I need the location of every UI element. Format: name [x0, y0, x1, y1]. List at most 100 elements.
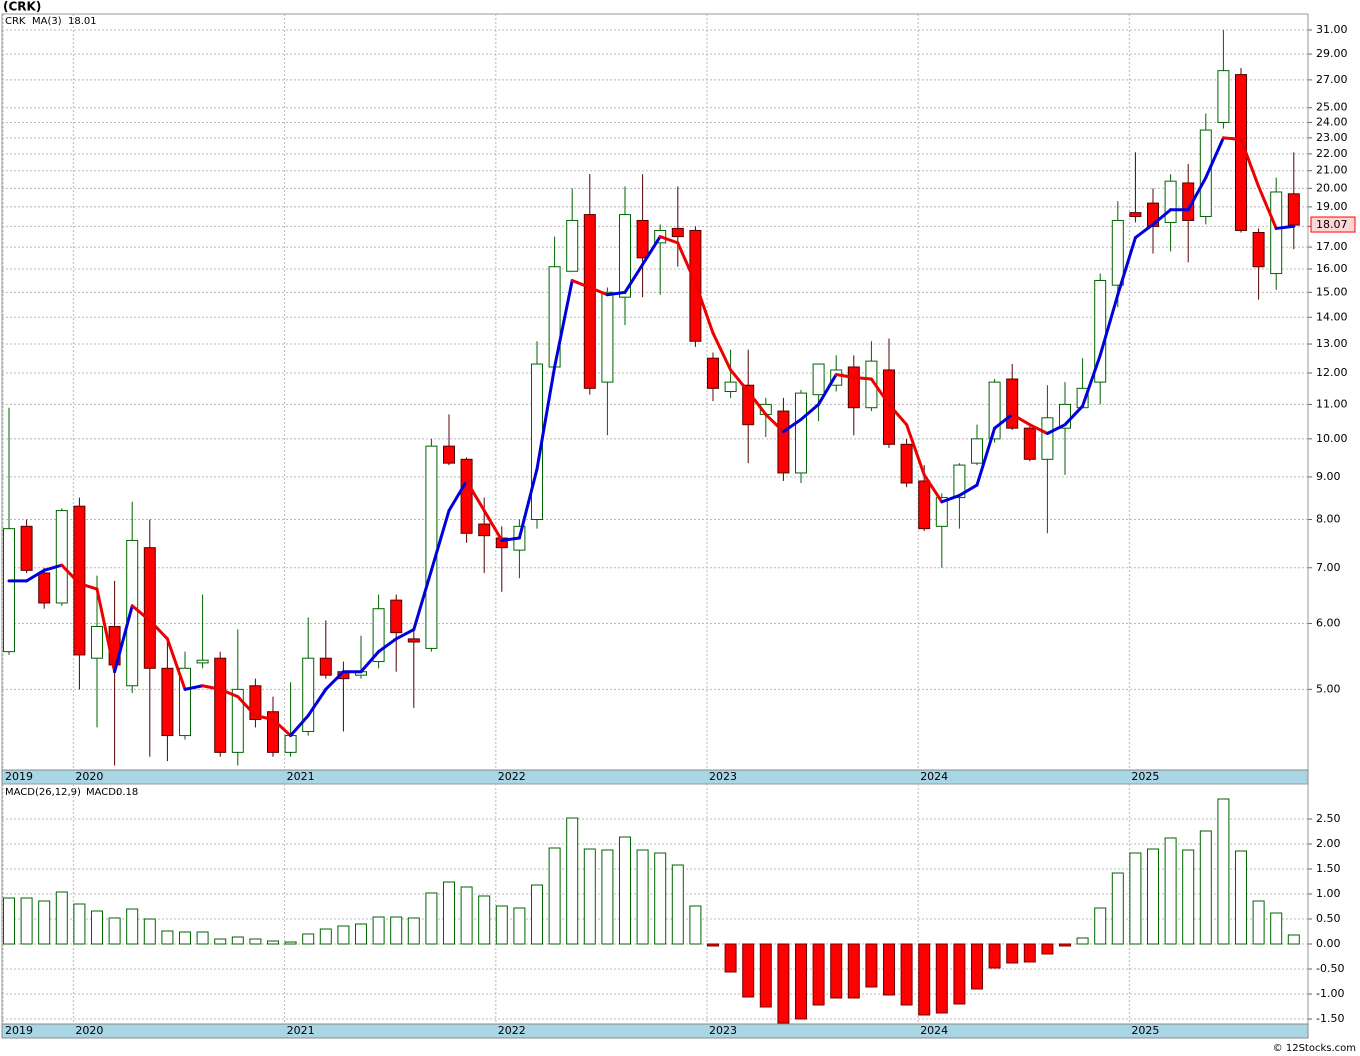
macd-bar — [988, 943, 1001, 969]
x-tick-label: 2021 — [287, 1024, 315, 1037]
x-tick-label: 2021 — [287, 770, 315, 783]
y-tick-label: 21.00 — [1316, 164, 1348, 177]
macd-bar — [1094, 907, 1107, 945]
candle-body — [847, 366, 860, 409]
candle-body — [55, 510, 68, 604]
ma-segment — [1098, 293, 1120, 357]
candle-body — [161, 667, 174, 737]
macd-bar — [619, 836, 631, 945]
ma-segment — [377, 637, 398, 654]
macd-bar — [55, 891, 68, 945]
macd-bar — [1252, 900, 1265, 945]
y-tick-label: -1.00 — [1316, 987, 1344, 1000]
macd-bar — [583, 848, 596, 945]
macd-bar — [654, 852, 667, 945]
macd-bar — [443, 881, 455, 945]
macd-bar — [689, 905, 702, 945]
y-tick-label: 16.00 — [1316, 262, 1348, 275]
candle-body — [1252, 232, 1265, 268]
y-tick-label: 15.00 — [1316, 285, 1348, 298]
candle-body — [284, 735, 297, 753]
legend-symbol: CRK — [5, 16, 26, 27]
ma-segment — [676, 241, 697, 285]
ma-segment — [1151, 208, 1173, 226]
y-tick-label: 1.00 — [1316, 887, 1341, 900]
candle-body — [918, 480, 931, 530]
ma-segment — [465, 479, 486, 513]
macd-bar — [3, 897, 15, 945]
ma-segment — [130, 604, 152, 622]
macd-bar — [671, 864, 684, 945]
macd-bar — [1182, 849, 1195, 945]
ma-segment — [817, 372, 838, 406]
candle-body — [390, 599, 403, 634]
ma-segment — [922, 473, 944, 504]
candle-body — [583, 214, 596, 389]
ma-segment — [306, 687, 328, 718]
ma-segment — [1204, 136, 1225, 180]
ma-segment — [1221, 136, 1243, 141]
ma-segment — [482, 509, 504, 542]
macd-bar — [900, 943, 913, 1006]
x-tick-label: 2020 — [75, 770, 103, 783]
macd-title: MACD(26,12,9) — [5, 787, 81, 798]
macd-legend-value: 0.18 — [116, 787, 138, 798]
ma-segment — [993, 412, 1014, 430]
candle-body — [478, 523, 491, 537]
ma-segment — [113, 604, 134, 674]
candle-body — [636, 219, 649, 259]
macd-bar — [302, 933, 315, 945]
candle-body — [707, 357, 719, 389]
date-strip — [1, 769, 1309, 785]
ma-segment — [553, 278, 574, 369]
date-strip — [1, 1023, 1309, 1039]
source: © 12Stocks.com — [1273, 1043, 1356, 1054]
candle-body — [671, 227, 684, 238]
macd-bar — [73, 903, 86, 945]
macd-bar — [1217, 798, 1230, 945]
macd-bar — [390, 916, 403, 945]
ma-segment — [1045, 423, 1067, 435]
candle-body — [372, 608, 385, 663]
macd-bar — [548, 847, 561, 945]
macd-bar — [1059, 943, 1071, 947]
ma-segment — [25, 568, 46, 583]
macd-bar — [1023, 943, 1036, 963]
ma-segment — [500, 536, 521, 542]
ma-segment — [957, 483, 979, 497]
y-tick-label: 9.00 — [1316, 470, 1341, 483]
x-tick-label: 2024 — [920, 770, 948, 783]
macd-bar — [865, 943, 878, 988]
candle-body — [1129, 212, 1142, 218]
y-tick-label: 29.00 — [1316, 47, 1348, 60]
macd-bar — [1111, 872, 1124, 945]
macd-bar — [249, 938, 262, 945]
macd-bar — [513, 907, 526, 945]
candle-body — [795, 392, 807, 474]
ma-segment — [412, 568, 433, 632]
macd-bar — [636, 849, 649, 945]
ma-segment — [236, 695, 257, 718]
ma-segment — [394, 628, 416, 641]
x-tick-label: 2019 — [5, 770, 33, 783]
macd-bar — [759, 943, 772, 1008]
macd-bar — [126, 908, 139, 945]
ma-segment — [148, 618, 169, 641]
macd-bar — [566, 817, 579, 945]
candle-body — [38, 572, 51, 604]
candle-body — [249, 685, 262, 720]
y-tick-label: 12.00 — [1316, 366, 1348, 379]
macd-bar — [707, 943, 719, 947]
macd-bar — [1287, 934, 1300, 945]
macd-legend-label: MACD: — [86, 787, 119, 798]
y-tick-label: 23.00 — [1316, 131, 1348, 144]
candle-body — [1287, 193, 1300, 226]
candle-body — [73, 505, 86, 656]
candle-body — [20, 525, 33, 571]
x-tick-label: 2024 — [920, 1024, 948, 1037]
macd-bar — [319, 928, 332, 945]
ma-segment — [1239, 137, 1261, 189]
y-tick-label: 27.00 — [1316, 73, 1348, 86]
